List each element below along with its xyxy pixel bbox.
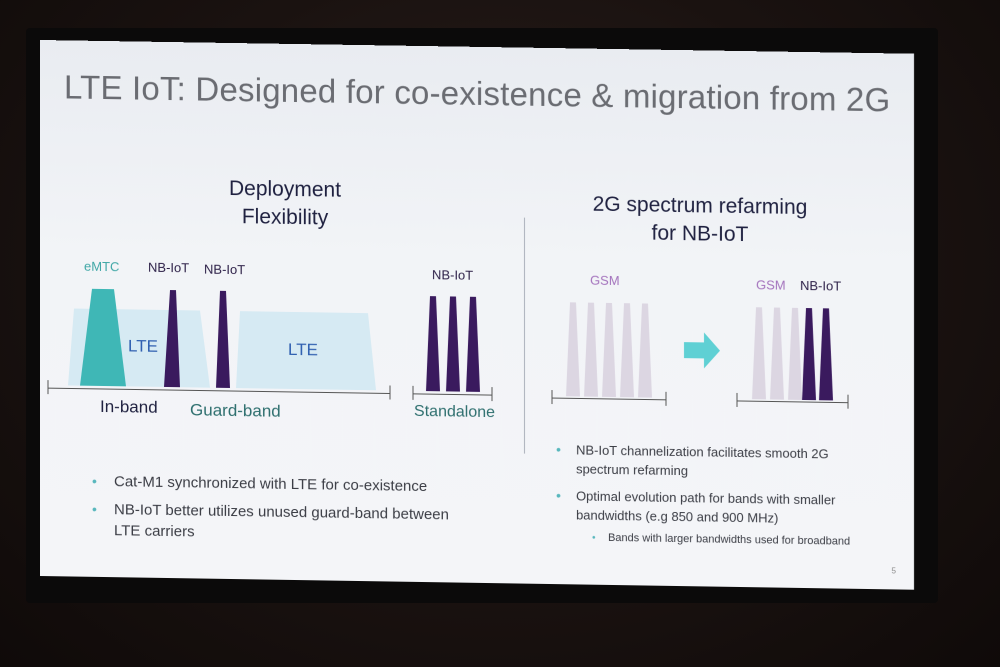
nbiot-standalone-label: NB-IoT: [432, 267, 474, 283]
inband-label: In-band: [100, 396, 158, 417]
lte-carrier-2: [236, 311, 376, 391]
bullet-dot-icon: •: [92, 500, 97, 517]
left-bullet-2: • NB-IoT better utilizes unused guard-ba…: [92, 499, 449, 546]
gsm-bar-after-2: [770, 307, 784, 400]
left-bullet-2-line1: NB-IoT better utilizes unused guard-band…: [114, 501, 449, 524]
bullet-dot-icon: •: [556, 487, 561, 504]
gsm-label-before: GSM: [590, 272, 620, 289]
left-bullet-1-text: Cat-M1 synchronized with LTE for co-exis…: [114, 473, 428, 496]
emtc-block: [80, 288, 126, 387]
nbiot-refarmed-bar-2: [819, 308, 833, 401]
gsm-bar-after-1: [752, 307, 766, 400]
nbiot-refarmed-label: NB-IoT: [800, 277, 842, 294]
slide: LTE IoT: Designed for co-existence & mig…: [40, 40, 914, 590]
gsm-bar-4: [620, 303, 634, 398]
right-bullet-2-line1: Optimal evolution path for bands with sm…: [576, 488, 836, 508]
nbiot-inband-label: NB-IoT: [148, 259, 190, 276]
nbiot-standalone-bar-2: [446, 296, 460, 392]
right-bullet-2: • Optimal evolution path for bands with …: [556, 486, 836, 528]
left-axis: [48, 387, 390, 394]
bullet-dot-icon: •: [592, 532, 596, 544]
right-bullet-1-line1: NB-IoT channelization facilitates smooth…: [576, 442, 829, 462]
gsm-bar-1: [566, 302, 580, 397]
gsm-bar-3: [602, 302, 616, 398]
lte-label-2: LTE: [288, 339, 318, 360]
spectrum-diagram: [47, 288, 849, 409]
emtc-label: eMTC: [84, 258, 120, 275]
right-bullet-1-line2: spectrum refarming: [576, 461, 688, 479]
nbiot-guardband-bar: [216, 290, 230, 388]
gsm-axis-before: [552, 397, 666, 401]
page-number: 5: [891, 566, 896, 576]
right-sub-bullet-text: Bands with larger bandwidths used for br…: [608, 531, 851, 548]
nbiot-standalone-bar-1: [426, 296, 440, 392]
nbiot-inband-bar: [164, 290, 180, 388]
right-arrow-icon: [684, 332, 720, 369]
nbiot-guardband-label: NB-IoT: [204, 261, 246, 278]
standalone-axis: [413, 393, 492, 396]
guardband-label: Guard-band: [190, 400, 281, 421]
nbiot-standalone-bar-3: [466, 296, 480, 392]
standalone-label: Standalone: [414, 402, 495, 422]
nbiot-refarmed-bar-1: [802, 308, 816, 401]
right-bullet-2-line2: bandwidths (e.g 850 and 900 MHz): [576, 507, 779, 526]
gsm-axis-after: [737, 400, 848, 404]
lte-label-1: LTE: [128, 336, 158, 356]
left-bullet-2-line2: LTE carriers: [114, 522, 195, 541]
right-bullet-1: • NB-IoT channelization facilitates smoo…: [556, 440, 829, 482]
bullet-dot-icon: •: [556, 441, 561, 458]
gsm-bar-2: [584, 302, 598, 397]
gsm-label-after: GSM: [756, 277, 786, 293]
gsm-bar-after-3: [788, 307, 802, 400]
gsm-bar-5: [638, 303, 652, 398]
bullet-dot-icon: •: [92, 472, 97, 489]
